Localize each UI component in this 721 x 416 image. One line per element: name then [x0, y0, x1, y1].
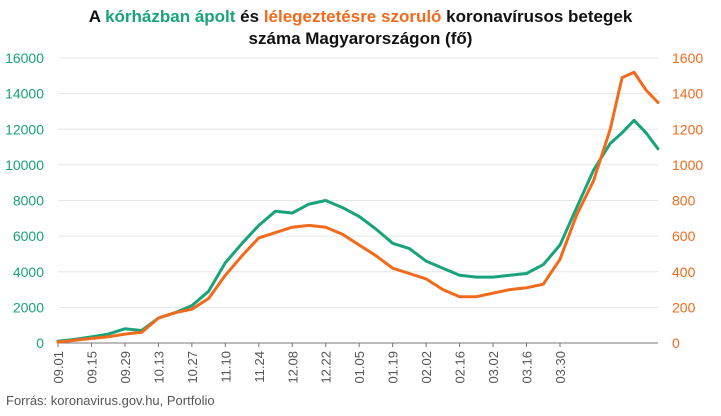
title-line-2: száma Magyarországon (fő): [248, 29, 473, 48]
y-right-tick-label: 600: [672, 228, 696, 244]
title-series-hospitalized: kórházban ápolt: [105, 7, 236, 26]
y-right-tick-label: 800: [672, 193, 696, 209]
y-right-tick-label: 0: [672, 335, 680, 351]
x-tick-label: 09.29: [118, 351, 133, 384]
y-right-tick-label: 1600: [672, 50, 703, 66]
y-left-tick-label: 14000: [5, 86, 44, 102]
x-tick-label: 12.22: [319, 351, 334, 384]
y-left-tick-label: 12000: [5, 121, 44, 137]
title-prefix: A: [88, 7, 106, 26]
x-tick-label: 03.16: [520, 351, 535, 384]
x-tick-label: 03.02: [486, 351, 501, 384]
title-series-ventilated: lélegeztetésre szoruló: [263, 7, 442, 26]
y-right-tick-label: 1200: [672, 121, 703, 137]
y-right-tick-label: 400: [672, 264, 696, 280]
x-tick-label: 01.19: [386, 351, 401, 384]
x-tick-label: 09.01: [51, 351, 66, 384]
x-tick-label: 03.30: [553, 351, 568, 384]
y-left-tick-label: 8000: [13, 193, 44, 209]
y-right-tick-label: 1000: [672, 157, 703, 173]
title-line-1: A kórházban ápolt és lélegeztetésre szor…: [0, 6, 721, 28]
series-line-hospitalized: [56, 118, 660, 343]
chart-title: A kórházban ápolt és lélegeztetésre szor…: [0, 6, 721, 50]
y-left-tick-label: 2000: [13, 299, 44, 315]
y-right-tick-label: 200: [672, 299, 696, 315]
x-tick-label: 01.05: [352, 351, 367, 384]
y-left-tick-label: 0: [36, 335, 44, 351]
y-left-tick-label: 10000: [5, 157, 44, 173]
x-tick-label: 10.27: [185, 351, 200, 384]
x-tick-label: 12.08: [285, 351, 300, 384]
x-tick-label: 11.10: [218, 351, 233, 383]
title-middle: és: [235, 7, 264, 26]
title-suffix: koronavírusos betegek: [441, 7, 633, 26]
y-left-tick-label: 6000: [13, 228, 44, 244]
x-tick-label: 02.16: [453, 351, 468, 384]
x-tick-label: 02.02: [419, 351, 434, 384]
series-line-ventilated: [56, 70, 660, 344]
y-left-tick-label: 4000: [13, 264, 44, 280]
source-note: Forrás: koronavirus.gov.hu, Portfolio: [6, 393, 215, 408]
x-tick-label: 10.13: [151, 351, 166, 384]
x-tick-label: 09.15: [84, 351, 99, 384]
x-tick-label: 11.24: [252, 351, 267, 383]
y-left-tick-label: 16000: [5, 50, 44, 66]
y-right-tick-label: 1400: [672, 86, 703, 102]
